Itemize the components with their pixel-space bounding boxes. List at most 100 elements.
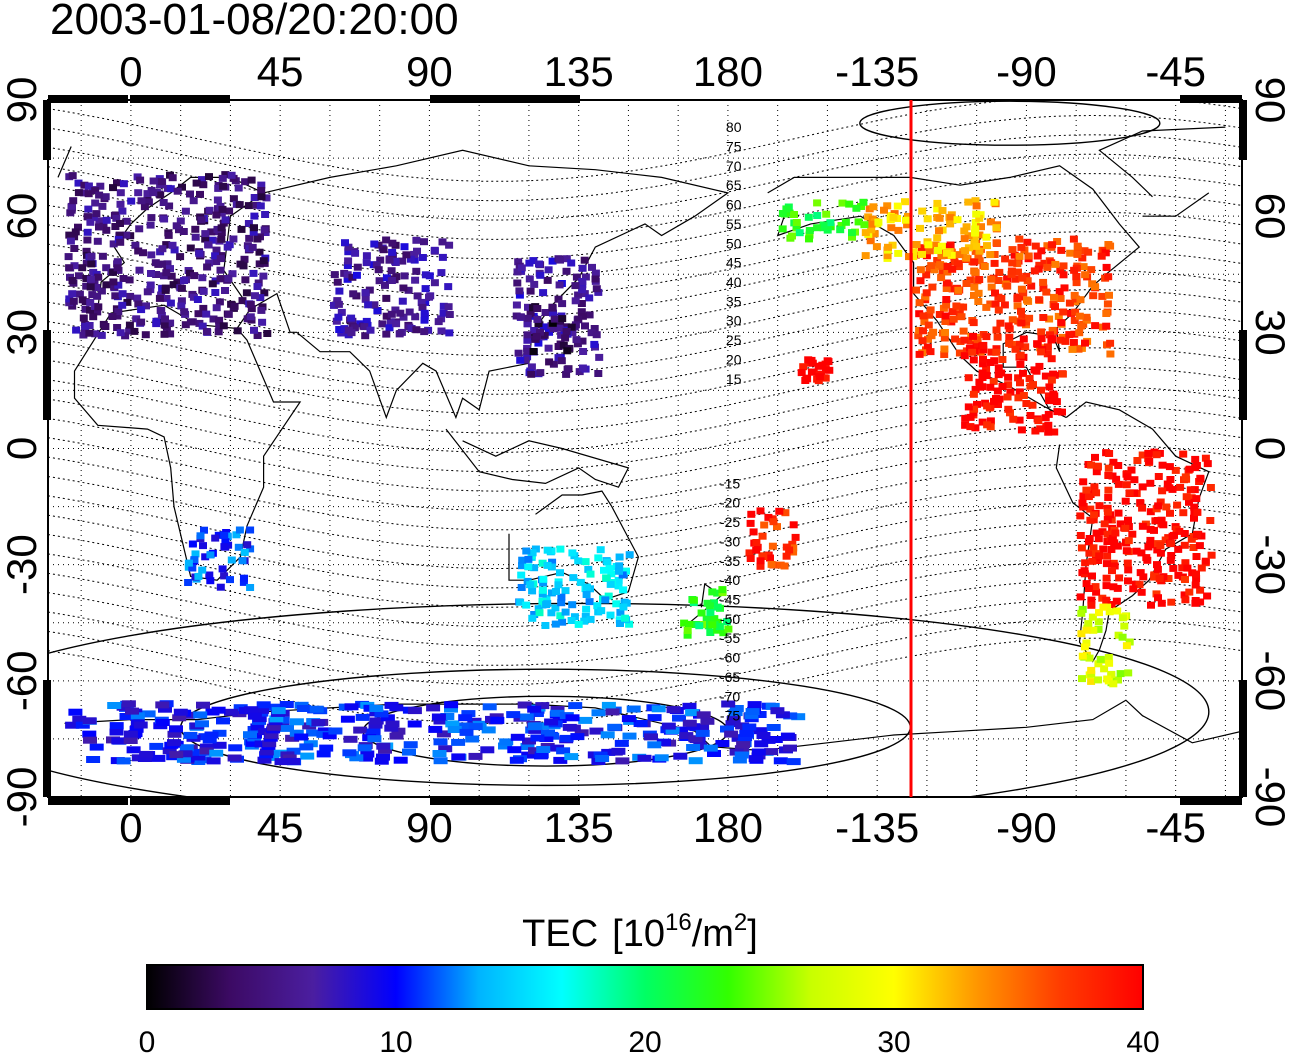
tec-point <box>385 324 394 332</box>
tec-point <box>550 709 565 717</box>
tec-point <box>940 345 949 353</box>
tec-region <box>1077 603 1134 688</box>
tec-point <box>557 357 566 365</box>
tec-point <box>1203 460 1212 468</box>
tec-point <box>1153 565 1162 573</box>
tec-point <box>979 355 987 363</box>
tec-point <box>1047 259 1056 267</box>
tec-point <box>1201 454 1210 462</box>
tec-point <box>517 584 526 591</box>
tec-point <box>527 705 542 713</box>
tec-point <box>186 244 195 252</box>
tec-point <box>1013 302 1022 310</box>
tec-point <box>972 202 981 210</box>
tec-point <box>1186 486 1195 494</box>
lon-tick-label-top: 180 <box>693 48 763 95</box>
tec-point <box>198 322 207 330</box>
tec-point <box>219 322 228 330</box>
tec-point <box>607 570 616 578</box>
tec-point <box>330 301 338 309</box>
tec-point <box>577 300 586 307</box>
tec-point <box>738 734 753 742</box>
contour-label: 15 <box>726 371 742 387</box>
tec-point <box>568 601 577 609</box>
tec-point <box>125 327 134 335</box>
tec-point <box>86 275 95 283</box>
tec-point <box>412 326 421 334</box>
tec-point <box>438 238 447 246</box>
tec-point <box>151 259 160 267</box>
tec-data-points <box>64 171 1216 766</box>
tec-point <box>783 744 797 752</box>
tec-point <box>568 549 577 557</box>
tec-point <box>514 258 523 266</box>
tec-point <box>176 755 191 763</box>
tec-point <box>556 612 565 620</box>
tec-point <box>1181 473 1190 481</box>
tec-point <box>559 341 568 349</box>
tec-point <box>1087 677 1096 685</box>
tec-point <box>815 373 824 381</box>
tec-point <box>262 194 271 202</box>
tec-point <box>129 725 144 733</box>
tec-point <box>880 206 888 214</box>
tec-point <box>578 337 587 345</box>
tec-point <box>376 753 390 761</box>
tec-point <box>445 311 454 318</box>
tec-point <box>234 184 243 192</box>
tec-point <box>805 227 814 234</box>
tec-point <box>1017 285 1026 293</box>
tec-point <box>65 721 80 729</box>
tec-point <box>574 557 583 565</box>
tec-point <box>142 302 150 310</box>
tec-point <box>392 273 401 281</box>
tec-point <box>893 202 902 210</box>
contour-labels: 8075706560555045403530252015-15-20-25-30… <box>720 119 742 724</box>
tec-point <box>948 265 957 273</box>
tec-point <box>1182 493 1191 501</box>
tec-point <box>1043 350 1052 358</box>
tec-point <box>116 200 125 208</box>
coast-europe-africa <box>73 176 302 581</box>
colorbar-ticks: 0 10 20 30 40 <box>139 1026 1160 1057</box>
tec-point <box>824 358 833 366</box>
tec-point <box>799 363 808 371</box>
tec-region <box>1076 448 1216 609</box>
tec-point <box>1005 339 1014 347</box>
tec-point <box>1044 428 1053 436</box>
tec-point <box>340 325 349 333</box>
tec-point <box>683 631 692 639</box>
tec-point <box>823 226 832 234</box>
tec-point <box>379 246 388 254</box>
tec-point <box>359 754 374 762</box>
lon-tick-label-bottom: -90 <box>996 804 1057 851</box>
tec-point <box>1156 542 1165 549</box>
tec-point <box>1047 376 1056 384</box>
tec-point <box>861 252 870 260</box>
coast-indonesia <box>445 428 630 488</box>
tec-point <box>539 579 548 587</box>
tec-point <box>1106 339 1115 347</box>
tec-point <box>611 747 626 755</box>
tec-point <box>164 231 173 239</box>
tec-point <box>1092 489 1101 497</box>
tec-point <box>226 576 234 584</box>
contour-label: -55 <box>720 630 740 646</box>
tec-point <box>91 187 100 195</box>
tec-point <box>244 706 259 714</box>
tec-point <box>158 245 167 253</box>
tec-point <box>88 291 97 299</box>
tec-point <box>665 727 680 735</box>
tec-region <box>184 526 255 591</box>
tec-point <box>962 280 971 287</box>
tec-point <box>417 299 426 306</box>
tec-point <box>366 728 381 736</box>
tec-point <box>1079 478 1088 486</box>
tec-point <box>600 566 608 574</box>
tec-point <box>987 348 996 356</box>
tec-point <box>1087 601 1096 609</box>
tec-point <box>334 300 343 308</box>
tec-point <box>1161 536 1170 544</box>
tec-point <box>549 360 558 368</box>
tec-point <box>1070 266 1079 274</box>
